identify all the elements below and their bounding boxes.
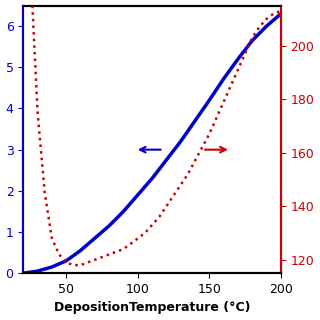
X-axis label: DepositionTemperature (°C): DepositionTemperature (°C): [54, 301, 250, 315]
